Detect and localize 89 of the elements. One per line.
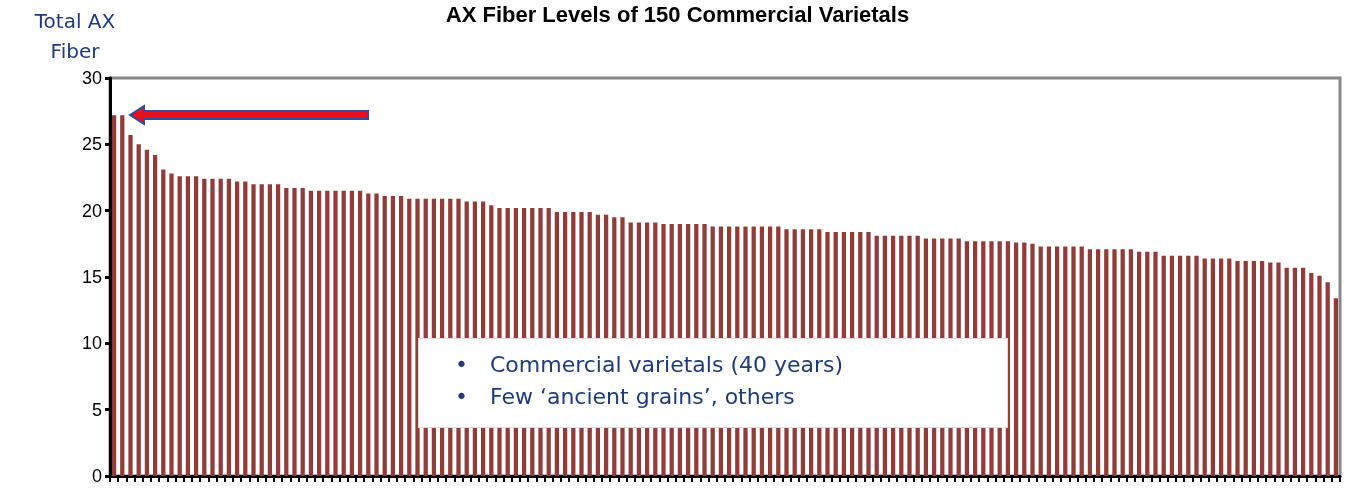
bar <box>366 193 371 476</box>
bar <box>128 135 133 476</box>
y-tick-label: 20 <box>81 200 102 221</box>
bar <box>120 115 125 476</box>
bar <box>136 144 141 476</box>
y-tick-label: 5 <box>91 399 102 420</box>
bar <box>1259 261 1265 476</box>
bar <box>1038 246 1043 476</box>
bar <box>169 173 174 476</box>
chart-title: AX Fiber Levels of 150 Commercial Varietals <box>445 2 910 27</box>
bar <box>1112 249 1117 476</box>
text-box: • Commercial varietals (40 years) • Few ‘ancient grains’, others <box>418 338 1008 428</box>
y-tick-label: 10 <box>81 333 102 354</box>
bar <box>357 190 363 476</box>
y-tick-label: 25 <box>81 134 102 155</box>
bar <box>1186 255 1191 476</box>
bar <box>202 178 207 476</box>
bar <box>292 188 297 476</box>
bar <box>177 176 182 476</box>
bar <box>1325 282 1330 476</box>
bar <box>1030 243 1035 476</box>
bar <box>374 193 379 476</box>
annotation: • Commercial varietals (40 years) <box>455 351 845 379</box>
bar <box>325 190 330 476</box>
bar <box>407 198 412 476</box>
bar <box>1153 251 1158 476</box>
bar <box>398 196 404 476</box>
bar <box>218 178 223 476</box>
bar <box>1284 267 1289 476</box>
bar <box>267 184 273 476</box>
bar <box>1202 258 1207 476</box>
bar <box>1161 255 1166 476</box>
bar <box>1145 251 1150 476</box>
bar <box>1317 275 1322 476</box>
bar <box>1087 249 1093 476</box>
bar <box>1120 249 1125 476</box>
bar <box>308 190 314 476</box>
bar <box>1300 267 1306 476</box>
bar <box>1095 249 1101 476</box>
bar <box>1268 262 1273 476</box>
bar <box>161 169 166 476</box>
bar <box>234 181 240 476</box>
bar <box>1276 262 1281 476</box>
bar <box>152 154 158 476</box>
bar <box>1292 267 1298 476</box>
bar <box>259 184 264 476</box>
bar <box>243 181 248 476</box>
y-tick-label: 30 <box>81 68 102 88</box>
bar <box>1243 261 1248 476</box>
bar <box>316 190 322 476</box>
bar <box>333 190 338 476</box>
bar <box>1071 246 1076 476</box>
bar <box>300 188 305 476</box>
bar <box>1194 255 1199 476</box>
y-tick-label: 15 <box>81 267 102 287</box>
bar <box>341 190 346 476</box>
bar <box>1210 258 1216 476</box>
bar <box>1128 249 1134 476</box>
bar <box>1227 258 1232 476</box>
bar <box>1054 246 1060 476</box>
bar <box>185 176 191 476</box>
bar <box>1022 242 1027 476</box>
bar <box>1013 242 1019 476</box>
bar <box>111 115 117 476</box>
bar <box>1309 273 1314 476</box>
bar <box>1218 258 1224 476</box>
bar <box>1046 246 1052 476</box>
bar <box>193 176 199 476</box>
bar <box>226 178 232 476</box>
bar <box>390 196 396 476</box>
y-axis-title: Total AX Fiber <box>33 8 117 65</box>
bar <box>349 190 355 476</box>
bar <box>1063 246 1068 476</box>
bar <box>1079 246 1084 476</box>
bar <box>144 149 150 476</box>
bar <box>382 196 387 476</box>
bar <box>1136 251 1142 476</box>
bar <box>275 184 281 476</box>
bar <box>1177 255 1183 476</box>
bar <box>251 184 256 476</box>
bar <box>284 188 289 476</box>
bar <box>1235 261 1240 476</box>
bar <box>1251 261 1257 476</box>
bar <box>1104 249 1109 476</box>
y-tick-label: 0 <box>91 466 102 486</box>
bar <box>210 178 215 476</box>
bar <box>1333 298 1339 476</box>
bar <box>1169 255 1175 476</box>
annotation: • Few ‘ancient grains’, others <box>455 383 796 411</box>
